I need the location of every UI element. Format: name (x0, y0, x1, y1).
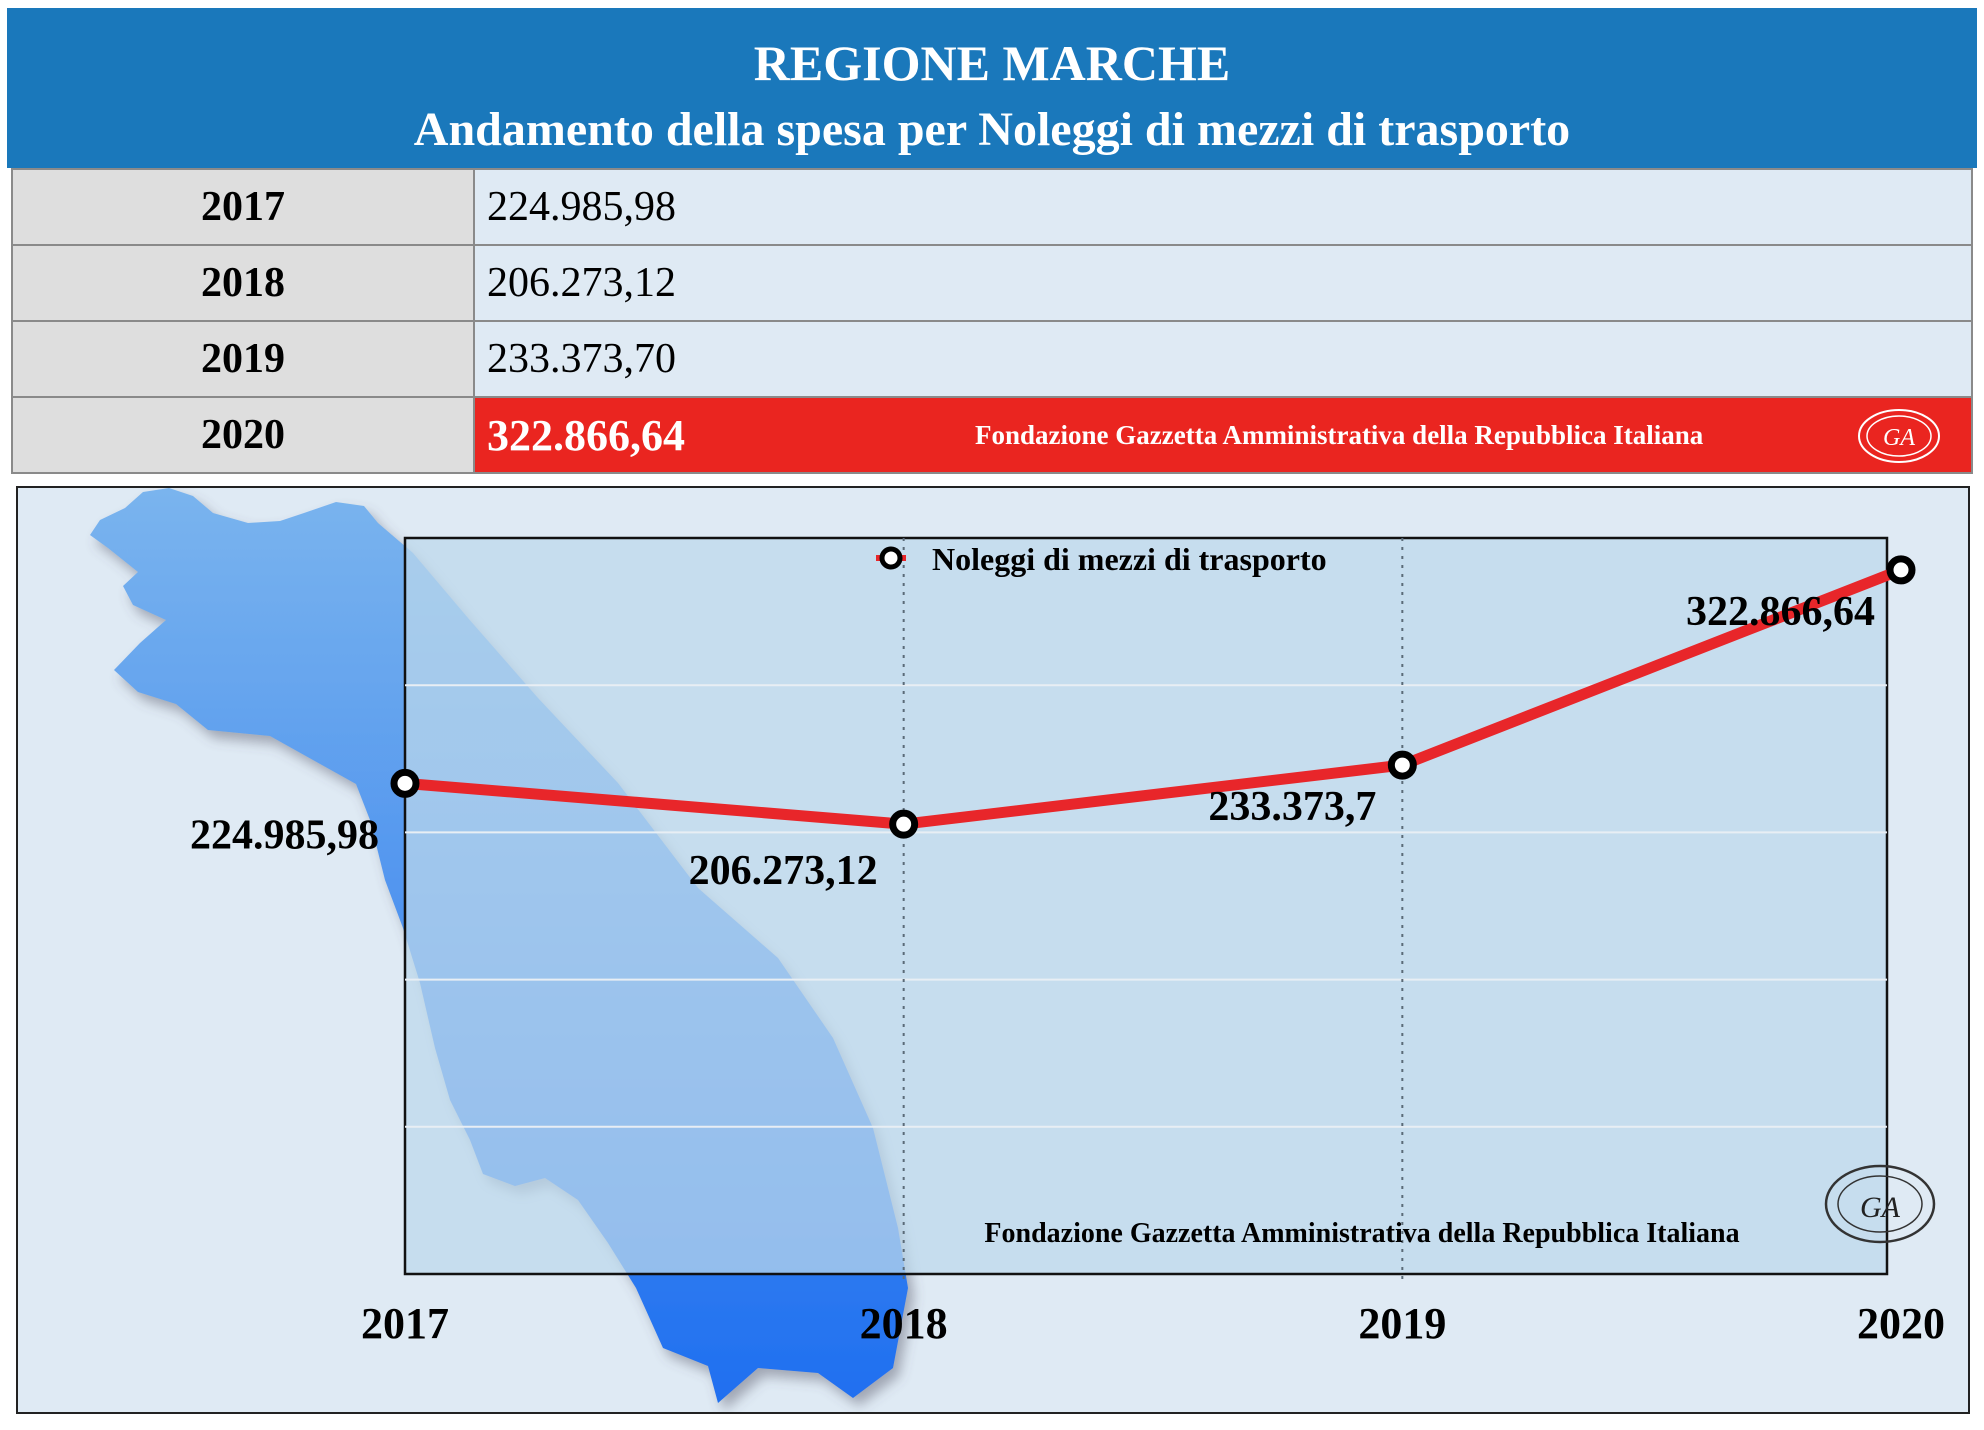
value-cell-highlight: 322.866,64 Fondazione Gazzetta Amministr… (473, 396, 1973, 474)
chart-footer-note: Fondazione Gazzetta Amministrativa della… (984, 1218, 1739, 1249)
data-label: 322.866,64 (1686, 589, 1875, 635)
data-point (390, 768, 420, 798)
table-row-highlight: 2020 322.866,64 Fondazione Gazzetta Ammi… (11, 396, 1973, 474)
value-cell: 206.273,12 (473, 244, 1973, 322)
series-layer (390, 555, 1916, 839)
svg-text:GA: GA (1860, 1191, 1901, 1224)
spending-table: 2017 224.985,98 2018 206.273,12 2019 233… (11, 168, 1973, 474)
foundation-seal-icon: GA (1858, 409, 1940, 463)
table-row: 2019 233.373,70 (11, 320, 1973, 398)
data-label: 224.985,98 (190, 812, 379, 858)
series-line (404, 564, 1904, 830)
legend: Noleggi di mezzi di trasporto (876, 541, 1327, 577)
data-labels: 224.985,98 206.273,12 233.373,7 322.866,64 (190, 589, 1875, 894)
legend-marker-swatch (879, 546, 903, 570)
data-point (1387, 750, 1417, 780)
year-cell: 2017 (11, 168, 475, 246)
value-cell: 224.985,98 (473, 168, 1973, 246)
x-tick-label: 2018 (860, 1299, 948, 1348)
value-cell: 233.373,70 (473, 320, 1973, 398)
year-cell: 2018 (11, 244, 475, 322)
foundation-note: Fondazione Gazzetta Amministrativa della… (975, 420, 1704, 450)
plot-area (403, 536, 1889, 1276)
chart-panel: 2017 2018 2019 2020 224.985,98 206.273,12 233… (16, 486, 1970, 1414)
header-subtitle: Andamento della spesa per Noleggi di mez… (413, 103, 1571, 156)
year-cell: 2020 (11, 396, 475, 474)
data-label: 233.373,7 (1208, 784, 1376, 830)
highlight-value: 322.866,64 (487, 410, 685, 460)
svg-text:GA: GA (1883, 425, 1915, 451)
x-tick-label: 2020 (1857, 1299, 1945, 1348)
data-point (889, 809, 919, 839)
gridlines (405, 538, 1887, 1280)
data-point (1886, 555, 1916, 585)
legend-label: Noleggi di mezzi di trasporto (932, 541, 1327, 577)
x-axis-ticks: 2017 2018 2019 2020 (361, 1299, 1945, 1348)
data-label: 206.273,12 (689, 848, 878, 894)
header-banner: REGIONE MARCHE Andamento della spesa per… (7, 8, 1977, 168)
year-cell: 2019 (11, 320, 475, 398)
table-row: 2018 206.273,12 (11, 244, 1973, 322)
x-tick-label: 2017 (361, 1299, 449, 1348)
header-title: REGIONE MARCHE (753, 35, 1231, 91)
line-chart: 2017 2018 2019 2020 224.985,98 206.273,12 233… (90, 488, 1945, 1403)
chart-seal-icon: GA (1824, 1164, 1936, 1244)
table-row: 2017 224.985,98 (11, 168, 1973, 246)
x-tick-label: 2019 (1358, 1299, 1446, 1348)
